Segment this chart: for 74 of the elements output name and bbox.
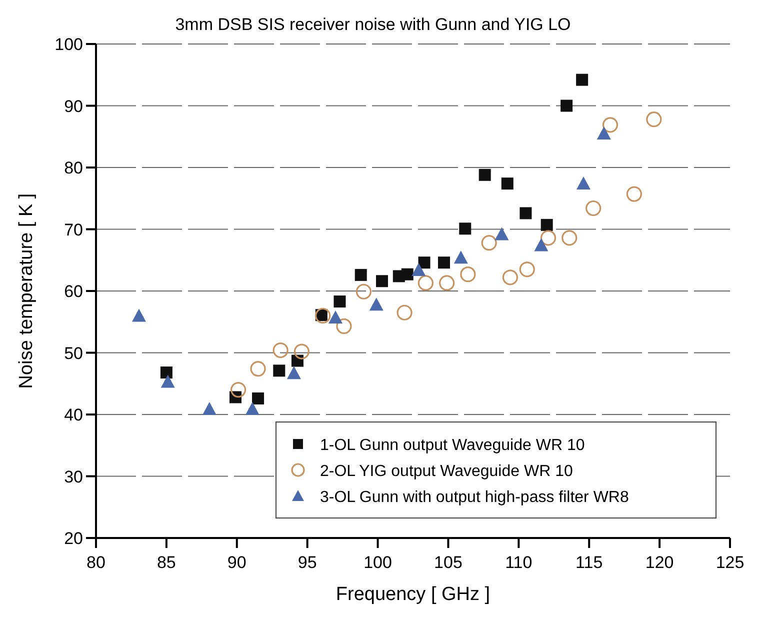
point xyxy=(520,207,532,220)
x-tick-label: 95 xyxy=(298,553,317,572)
point xyxy=(540,230,556,246)
point xyxy=(478,168,491,181)
point xyxy=(540,218,553,231)
point xyxy=(576,176,590,190)
y-tick-label: 80 xyxy=(64,158,83,178)
x-tick-label: 125 xyxy=(716,553,744,572)
x-tick-label: 90 xyxy=(227,553,246,572)
y-axis-title: Noise temperature [ K ] xyxy=(16,193,37,389)
point xyxy=(459,222,472,235)
point xyxy=(501,178,514,190)
point xyxy=(519,262,535,278)
chart-title: 3mm DSB SIS receiver noise with Gunn and YIG LO xyxy=(175,15,571,34)
point xyxy=(160,374,175,388)
point xyxy=(250,361,266,377)
y-tick-label: 90 xyxy=(64,96,83,116)
x-axis-title: Frequency [ GHz ] xyxy=(336,584,490,605)
point xyxy=(460,266,476,282)
x-tick-label: 105 xyxy=(434,553,462,572)
point xyxy=(586,200,602,216)
point xyxy=(245,402,260,415)
legend-label: 3-OL Gunn with output high-pass filter WR8 xyxy=(320,489,629,506)
point xyxy=(202,402,216,415)
point xyxy=(494,227,509,240)
legend-label: 1-OL Gunn output Waveguide WR 10 xyxy=(320,437,585,454)
point xyxy=(354,268,367,281)
point xyxy=(602,117,618,133)
point xyxy=(560,100,573,112)
point xyxy=(534,238,548,252)
x-tick-label: 80 xyxy=(86,553,106,572)
point xyxy=(396,304,412,320)
point xyxy=(646,112,662,128)
point xyxy=(562,230,578,246)
point xyxy=(596,126,611,140)
x-tick-label: 100 xyxy=(364,553,392,572)
point xyxy=(418,256,430,269)
x-tick-label: 110 xyxy=(505,553,532,572)
point xyxy=(454,250,468,264)
point xyxy=(502,270,518,286)
point xyxy=(286,366,301,380)
point xyxy=(334,295,346,308)
point xyxy=(132,308,146,322)
point xyxy=(412,263,426,276)
y-tick-label: 60 xyxy=(64,282,83,301)
legend-label: 2-OL YIG output Waveguide WR 10 xyxy=(320,463,573,480)
point xyxy=(626,186,642,202)
point xyxy=(272,342,288,358)
point xyxy=(439,275,455,291)
point xyxy=(294,344,310,360)
point xyxy=(418,275,434,291)
point xyxy=(315,308,331,324)
y-tick-label: 40 xyxy=(64,406,83,424)
point xyxy=(160,366,172,379)
y-tick-label: 20 xyxy=(64,529,83,548)
point xyxy=(481,235,497,251)
y-tick-label: 100 xyxy=(54,35,83,54)
point xyxy=(328,310,343,324)
x-tick-label: 85 xyxy=(156,553,176,572)
point xyxy=(401,268,414,280)
y-tick-label: 70 xyxy=(64,220,83,240)
point xyxy=(356,284,372,300)
point xyxy=(230,382,246,398)
x-tick-label: 120 xyxy=(645,553,674,572)
y-tick-label: 30 xyxy=(64,467,83,486)
y-tick-label: 50 xyxy=(64,344,83,363)
point xyxy=(252,392,264,404)
point xyxy=(336,318,352,334)
x-tick-label: 115 xyxy=(576,553,603,572)
point xyxy=(438,256,450,269)
point xyxy=(273,364,286,377)
point xyxy=(376,275,388,288)
point xyxy=(369,298,384,311)
point xyxy=(576,74,588,86)
